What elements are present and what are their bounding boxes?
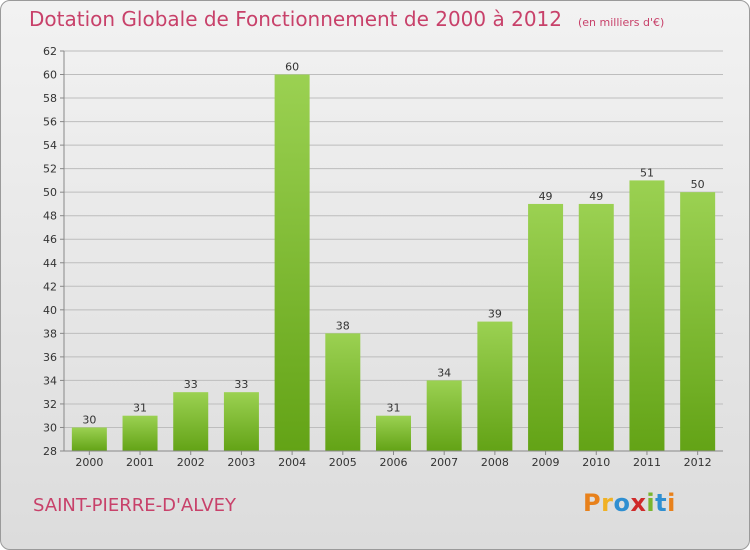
chart-title-unit: (en milliers d'€) (578, 16, 665, 29)
chart-title-main: Dotation Globale de Fonctionnement de 20… (29, 7, 562, 31)
y-tick-label: 28 (43, 445, 57, 458)
x-axis: 2000 2001 2002 2003 2004 2005 2006 2007 2008 2009… (64, 450, 723, 469)
bars: 30 31 33 33 60 38 31 34 39 49 49 51 50 (71, 61, 716, 452)
bar-value-label: 39 (488, 308, 502, 321)
y-tick-label: 52 (43, 163, 57, 176)
y-tick-label: 30 (43, 421, 57, 434)
y-axis: 28 30 32 34 36 38 40 42 44 46 48 50 52 54 56 58 60 62 (43, 45, 65, 458)
bar-2007 (426, 380, 462, 451)
y-tick-label: 40 (43, 304, 57, 317)
x-tick-label: 2011 (633, 456, 661, 469)
y-tick-label: 44 (43, 257, 57, 270)
x-tick-label: 2009 (532, 456, 560, 469)
bar-2010 (578, 203, 614, 451)
commune-name: SAINT-PIERRE-D'ALVEY (33, 495, 236, 516)
bar-value-label: 60 (285, 61, 299, 74)
bar-2006 (376, 415, 411, 451)
y-tick-label: 42 (43, 280, 57, 293)
bar-value-label: 34 (437, 366, 451, 379)
y-tick-label: 46 (43, 233, 57, 246)
logo-letter: o (613, 489, 631, 517)
y-tick-label: 48 (43, 210, 57, 223)
x-tick-label: 2006 (380, 456, 408, 469)
logo-letter: t (655, 489, 668, 517)
bar-2000 (71, 427, 107, 451)
logo-letter: r (601, 489, 614, 517)
x-tick-label: 2008 (481, 456, 509, 469)
bar-2004 (274, 74, 310, 451)
bar-value-label: 30 (82, 413, 96, 426)
y-tick-label: 32 (43, 398, 57, 411)
x-tick-label: 2010 (582, 456, 610, 469)
bar-value-label: 50 (691, 178, 705, 191)
y-tick-label: 54 (43, 139, 57, 152)
bar-value-label: 51 (640, 166, 654, 179)
x-tick-label: 2007 (430, 456, 458, 469)
grid-lines (64, 50, 723, 452)
x-tick-label: 2004 (278, 456, 306, 469)
bar-2001 (122, 415, 158, 451)
bar-2008 (477, 321, 513, 451)
logo-letter: i (667, 489, 676, 517)
x-tick-label: 2005 (329, 456, 357, 469)
x-tick-label: 2003 (227, 456, 255, 469)
x-tick-label: 2012 (684, 456, 712, 469)
x-tick-label: 2002 (177, 456, 205, 469)
bar-value-label: 33 (184, 378, 198, 391)
bar-2003 (223, 392, 259, 451)
y-tick-label: 34 (43, 374, 57, 387)
x-tick-label: 2000 (75, 456, 103, 469)
bar-2005 (325, 333, 361, 451)
y-tick-label: 62 (43, 45, 57, 58)
bar-value-label: 49 (539, 190, 553, 203)
bar-2011 (629, 180, 665, 452)
bar-value-label: 31 (387, 402, 401, 415)
logo-letter: x (630, 489, 647, 517)
y-tick-label: 36 (43, 351, 57, 364)
chart-title: Dotation Globale de Fonctionnement de 20… (29, 7, 664, 31)
bar-2002 (173, 392, 209, 451)
logo-letter: P (583, 489, 602, 517)
y-tick-label: 58 (43, 92, 57, 105)
bar-2009 (528, 203, 564, 451)
y-tick-label: 56 (43, 116, 57, 129)
x-tick-label: 2001 (126, 456, 154, 469)
bar-2012 (680, 192, 716, 452)
logo-letter: i (646, 489, 656, 517)
bar-value-label: 33 (234, 378, 248, 391)
y-tick-label: 60 (43, 69, 57, 82)
proxiti-logo[interactable]: Proxiti (583, 489, 676, 517)
y-tick-label: 50 (43, 186, 57, 199)
bar-value-label: 49 (589, 190, 603, 203)
y-tick-label: 38 (43, 327, 57, 340)
bar-value-label: 31 (133, 402, 147, 415)
bar-value-label: 38 (336, 319, 350, 332)
